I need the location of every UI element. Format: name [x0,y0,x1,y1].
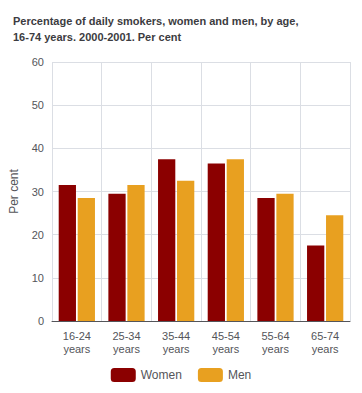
svg-text:35-44: 35-44 [162,330,190,342]
svg-text:25-34: 25-34 [112,330,140,342]
svg-text:55-64: 55-64 [261,330,289,342]
svg-text:16-24: 16-24 [63,330,91,342]
svg-text:65-74: 65-74 [311,330,339,342]
svg-text:years: years [262,343,289,355]
svg-text:20: 20 [32,229,44,241]
svg-text:Women: Women [141,368,182,382]
svg-text:40: 40 [32,142,44,154]
svg-text:years: years [63,343,90,355]
svg-text:years: years [163,343,190,355]
svg-text:years: years [312,343,339,355]
svg-text:45-54: 45-54 [212,330,240,342]
svg-text:30: 30 [32,186,44,198]
svg-text:10: 10 [32,272,44,284]
svg-text:years: years [212,343,239,355]
svg-text:years: years [113,343,140,355]
svg-text:0: 0 [38,315,44,327]
svg-text:60: 60 [32,56,44,68]
svg-text:50: 50 [32,99,44,111]
svg-text:Percentage of daily smokers, w: Percentage of daily smokers, women and m… [13,15,298,27]
svg-text:16-74 years. 2000-2001. Per ce: 16-74 years. 2000-2001. Per cent [13,31,182,43]
svg-text:Per cent: Per cent [7,168,21,213]
svg-text:Men: Men [228,368,251,382]
